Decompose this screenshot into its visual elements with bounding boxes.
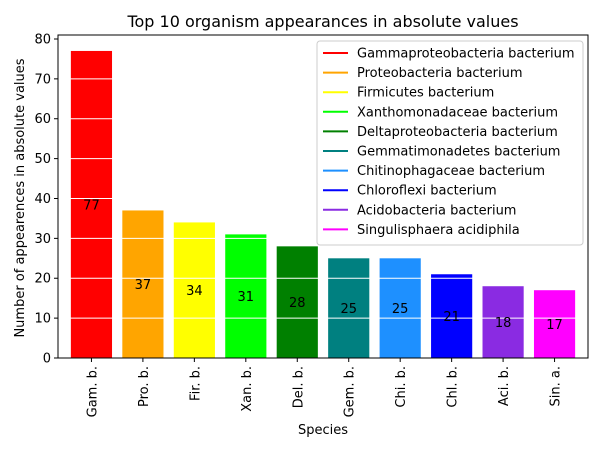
- data-label-6: 25: [340, 302, 357, 317]
- plot-frame: [57, 34, 589, 359]
- y-tick-label: 0: [43, 352, 51, 367]
- legend-label: Chitinophagaceae bacterium: [357, 164, 545, 179]
- bar-7: [379, 258, 421, 358]
- bar-2: [122, 210, 164, 358]
- data-labels: 77 37 34 31 28 25 25 21 18 17: [83, 198, 563, 333]
- y-tick-label: 60: [34, 112, 51, 127]
- legend-label: Gemmatimonadetes bacterium: [357, 145, 560, 160]
- legend-label: Singulisphaera acidiphila: [357, 223, 520, 238]
- y-tick-label: 20: [34, 272, 51, 287]
- y-tick-label: 40: [34, 192, 51, 207]
- x-tick-label: Chl. b.: [446, 366, 461, 408]
- legend-label: Acidobacteria bacterium: [357, 203, 516, 218]
- data-label-8: 21: [443, 310, 460, 325]
- y-tick-label: 30: [34, 232, 51, 247]
- legend-label: Chloroflexi bacterium: [357, 184, 497, 199]
- chart-title: Top 10 organism appearances in absolute …: [126, 12, 518, 31]
- bar-4: [225, 234, 267, 358]
- bar-1: [70, 50, 113, 358]
- legend-label: Firmicutes bacterium: [357, 86, 494, 101]
- x-tick-label: Aci. b.: [497, 366, 512, 406]
- y-axis-label: Number of appearences in absolute values: [13, 58, 28, 337]
- legend-label: Gammaproteobacteria bacterium: [357, 47, 574, 62]
- x-tick-label: Chi. b.: [394, 366, 409, 408]
- x-tick-label: Xan. b.: [240, 366, 255, 412]
- bar-6: [328, 258, 370, 358]
- legend-label: Xanthomonadaceae bacterium: [357, 105, 558, 120]
- legend-label: Proteobacteria bacterium: [357, 66, 523, 81]
- x-tick-label: Gam. b.: [85, 366, 100, 417]
- data-label-4: 31: [238, 290, 255, 305]
- bars: [70, 50, 576, 358]
- x-axis-label: Species: [298, 423, 348, 438]
- y-tick-label: 70: [34, 72, 51, 87]
- data-label-2: 37: [135, 278, 152, 293]
- data-label-10: 17: [546, 318, 563, 333]
- y-tick-label: 10: [34, 312, 51, 327]
- x-tick-label: Gem. b.: [343, 366, 358, 417]
- bar-3: [173, 222, 215, 358]
- x-tick-label: Pro. b.: [137, 366, 152, 407]
- legend-box: [316, 40, 584, 246]
- bar-8: [431, 274, 473, 358]
- data-label-7: 25: [392, 302, 409, 317]
- bar-10: [533, 290, 576, 358]
- x-tick-label: Fir. b.: [188, 366, 203, 401]
- x-tick-label: Sin. a.: [549, 366, 564, 406]
- data-label-3: 34: [186, 284, 203, 299]
- data-label-9: 18: [495, 316, 512, 331]
- data-label-1: 77: [83, 198, 100, 213]
- legend: Gammaproteobacteria bacterium Proteobacte…: [316, 40, 584, 246]
- bar-5: [276, 246, 318, 358]
- x-tick-label: Del. b.: [291, 366, 306, 408]
- data-label-5: 28: [289, 296, 306, 311]
- legend-label: Deltaproteobacteria bacterium: [357, 125, 558, 140]
- y-tick-label: 80: [34, 32, 51, 47]
- bar-9: [482, 286, 524, 358]
- y-tick-label: 50: [34, 152, 51, 167]
- axes: 0 10 20 30 40 50 60 70 80 Gam. b. Pro. b. Fir. b. Xa…: [34, 32, 589, 417]
